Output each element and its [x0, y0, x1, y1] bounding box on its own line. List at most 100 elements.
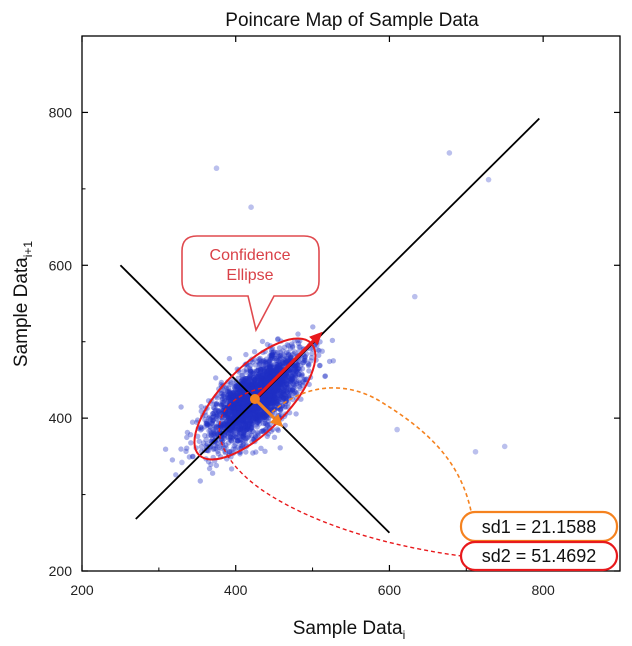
data-point [260, 410, 267, 416]
data-point [256, 385, 262, 391]
data-point [255, 408, 261, 414]
data-point [292, 349, 298, 355]
data-point [244, 394, 251, 400]
data-point [226, 449, 232, 455]
data-point [198, 427, 204, 433]
data-point [264, 371, 270, 377]
data-point [222, 433, 228, 439]
data-point [281, 390, 287, 396]
data-point [258, 445, 264, 451]
data-point [268, 354, 275, 360]
data-point [247, 415, 254, 421]
data-point [243, 402, 250, 408]
data-point [251, 381, 258, 387]
data-point [277, 355, 284, 361]
data-point [232, 387, 239, 393]
data-point [269, 392, 276, 398]
data-point [228, 405, 234, 412]
data-point [285, 352, 292, 358]
data-point [277, 362, 283, 368]
callout-line-2: Ellipse [226, 267, 273, 284]
data-point [279, 379, 286, 386]
data-point [243, 379, 250, 385]
data-point [274, 361, 281, 368]
data-point [284, 342, 291, 348]
data-point [243, 398, 249, 404]
data-point [285, 369, 291, 375]
data-point [210, 417, 216, 424]
data-point [234, 410, 240, 417]
data-point [244, 393, 250, 399]
data-point [266, 394, 273, 400]
data-point [276, 379, 282, 386]
data-point [219, 395, 226, 402]
data-point [259, 375, 265, 381]
data-point [273, 381, 280, 387]
data-point [281, 375, 288, 381]
centroid-point [249, 394, 260, 405]
data-point [322, 373, 328, 380]
data-point [272, 382, 278, 388]
data-point [264, 396, 270, 402]
data-point [234, 396, 241, 403]
data-point [249, 409, 255, 415]
data-point [231, 384, 238, 390]
data-point [276, 378, 282, 384]
data-point [227, 415, 233, 422]
data-point [274, 382, 281, 389]
data-point [272, 355, 278, 362]
data-point [257, 377, 263, 383]
data-point [252, 403, 258, 409]
outlier-point [446, 150, 453, 156]
data-point [269, 352, 275, 359]
data-point [235, 399, 241, 405]
data-point [284, 349, 290, 355]
outlier-point [472, 448, 479, 455]
data-point [242, 397, 248, 403]
data-point [246, 414, 252, 421]
data-point [247, 373, 253, 379]
data-point [242, 396, 248, 403]
data-point [198, 443, 204, 450]
data-point [276, 385, 282, 391]
data-point [277, 352, 283, 359]
data-point [247, 381, 253, 387]
data-point [230, 406, 236, 413]
data-point [188, 440, 194, 446]
data-point [262, 376, 268, 382]
data-point [213, 413, 219, 419]
data-point [248, 425, 255, 431]
data-point [254, 379, 261, 385]
data-point [279, 379, 286, 385]
data-point [239, 396, 245, 402]
data-point [283, 404, 289, 410]
data-point [274, 380, 280, 387]
data-point [252, 376, 258, 382]
data-point [262, 375, 268, 381]
data-point [237, 386, 244, 392]
data-point [310, 324, 316, 330]
data-point [227, 389, 233, 396]
data-point [238, 407, 244, 414]
outlier-point [248, 204, 254, 210]
data-point [240, 418, 247, 425]
data-point [259, 378, 266, 385]
data-point [285, 343, 292, 349]
data-point [255, 388, 261, 394]
data-point [244, 401, 250, 407]
data-point [245, 383, 252, 390]
data-point [237, 400, 243, 406]
data-point [242, 414, 248, 420]
data-point [240, 431, 247, 437]
data-point [292, 372, 299, 378]
data-point [252, 402, 258, 409]
data-point [240, 441, 246, 447]
data-point [288, 376, 295, 382]
data-point [262, 379, 268, 386]
data-point [254, 430, 261, 436]
data-point [220, 402, 227, 408]
data-point [329, 337, 336, 344]
data-point [263, 426, 269, 432]
data-point [264, 392, 270, 398]
data-point [264, 370, 270, 376]
